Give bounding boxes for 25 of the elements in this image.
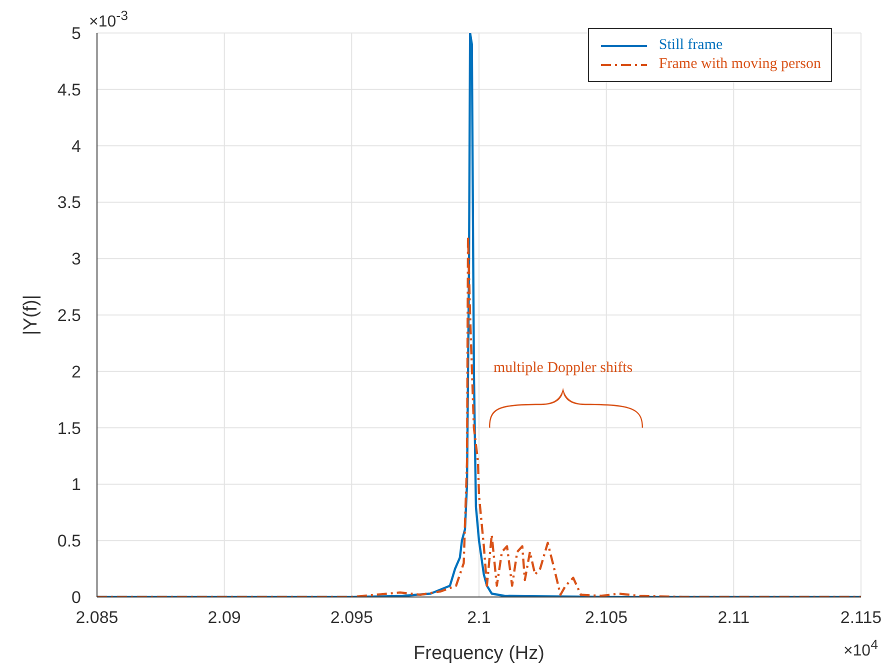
- y-tick-label: 1.5: [57, 418, 81, 438]
- y-tick-label: 4.5: [57, 80, 81, 100]
- annotation: multiple Doppler shifts: [492, 360, 634, 377]
- x-tick-label: 2.105: [585, 608, 628, 628]
- x-tick-label: 2.095: [330, 608, 373, 628]
- x-tick-label: 2.085: [76, 608, 118, 628]
- y-tick-label: 3: [72, 250, 81, 269]
- y-tick-label: 3.5: [57, 193, 81, 212]
- text: ×10$^{-3}$: [89, 8, 128, 32]
- y-tick-label: 4: [72, 136, 81, 156]
- legend-label: Still frame: [658, 37, 723, 54]
- x-tick-label: 2.09: [208, 608, 241, 628]
- y-tick-label: 5: [72, 24, 81, 44]
- x-tick-label: 2.1: [467, 608, 491, 628]
- y-tick-label: 2.5: [57, 306, 81, 326]
- y-tick-label: 0.5: [57, 532, 81, 551]
- x-tick-label: 2.11: [718, 608, 750, 628]
- text: ×10$^{4}$: [843, 637, 878, 660]
- x-axis-title: Frequency (Hz): [414, 643, 544, 664]
- y-tick-label: 1: [72, 475, 81, 494]
- y-tick-label: 0: [72, 588, 81, 608]
- y-tick-label: 2: [72, 362, 81, 382]
- x-tick-label: 2.115: [840, 608, 882, 628]
- y-axis-title: |Y(f)|: [20, 294, 42, 336]
- legend-label: Frame with moving person: [658, 56, 821, 73]
